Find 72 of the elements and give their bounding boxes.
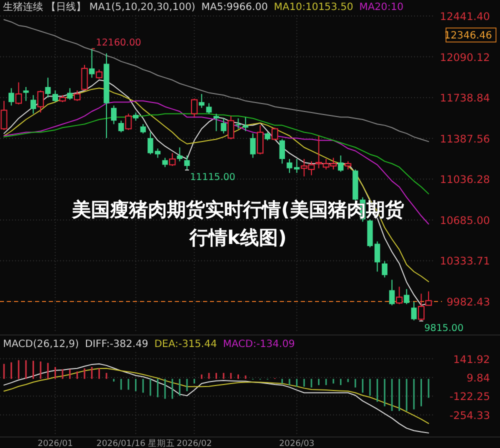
y-tick-label: 12090.12 bbox=[440, 52, 490, 64]
candlestick bbox=[220, 118, 226, 134]
x-tick-label: 2026/01/16 星期五 bbox=[96, 438, 176, 448]
text: DEA:-315.44 bbox=[154, 339, 217, 350]
candlestick bbox=[140, 124, 146, 134]
y-tick-label: 12441.40 bbox=[440, 11, 490, 23]
y-tick-label: -254.33 bbox=[449, 410, 490, 422]
y-tick-label: 10333.71 bbox=[440, 256, 490, 268]
series-label: DIFF:-382.49 bbox=[84, 339, 148, 350]
candlestick bbox=[125, 113, 132, 130]
candlestick bbox=[148, 132, 154, 155]
y-tick-label: -122.25 bbox=[449, 391, 490, 404]
y-tick-label: 11738.84 bbox=[440, 92, 490, 105]
candlestick bbox=[191, 98, 198, 118]
candlestick bbox=[338, 155, 344, 172]
candlestick bbox=[81, 64, 88, 91]
candlestick bbox=[162, 157, 168, 168]
text: MA20:10 bbox=[359, 2, 404, 13]
candlestick bbox=[184, 155, 190, 171]
x-tick-label: 2026/01 bbox=[38, 439, 73, 448]
candlestick bbox=[52, 90, 58, 103]
line-series bbox=[4, 368, 430, 424]
text: MA5:9966.00 bbox=[201, 2, 268, 13]
candlestick bbox=[45, 77, 51, 98]
candlestick bbox=[404, 288, 410, 305]
candlestick bbox=[89, 48, 95, 78]
candlestick bbox=[30, 94, 36, 114]
candlestick bbox=[206, 102, 212, 114]
candlestick bbox=[235, 118, 242, 130]
y-tick-label: 10685.00 bbox=[440, 214, 490, 227]
candlestick bbox=[279, 138, 285, 164]
candlestick bbox=[250, 132, 256, 158]
candlestick bbox=[272, 127, 278, 141]
text: MACD:-134.09 bbox=[222, 339, 295, 350]
candlestick bbox=[15, 82, 22, 105]
text: 12160.00 bbox=[96, 38, 142, 49]
chart-subtitle: 生猪连续 【日线】 MA1(5,10,20,30,100) bbox=[3, 1, 196, 13]
candlestick bbox=[382, 260, 388, 278]
candlestick bbox=[8, 88, 14, 106]
candlestick bbox=[396, 286, 403, 305]
chart-title: MACD(26,12,9) bbox=[3, 339, 80, 350]
text: 9815.00 bbox=[424, 322, 464, 334]
candlestick bbox=[198, 93, 204, 108]
candlestick bbox=[74, 90, 80, 102]
y-tick-label: 11036.28 bbox=[440, 174, 490, 186]
x-tick-label: 2026/03 bbox=[279, 439, 314, 448]
candlestick bbox=[169, 152, 176, 166]
candlestick bbox=[256, 124, 264, 155]
candlestick bbox=[37, 90, 44, 114]
line-series bbox=[4, 100, 430, 225]
candlestick bbox=[213, 113, 220, 132]
candlestick bbox=[0, 100, 8, 130]
candlestick bbox=[389, 279, 395, 306]
text: MA10:10153.50 bbox=[274, 2, 354, 13]
line-series bbox=[4, 363, 430, 434]
candlestick bbox=[96, 69, 102, 80]
candlestick bbox=[118, 120, 124, 133]
candlestick bbox=[176, 146, 182, 162]
candlestick bbox=[411, 301, 417, 321]
candlestick bbox=[67, 88, 73, 100]
line-series bbox=[4, 19, 430, 142]
y-tick-label: 141.92 bbox=[453, 354, 490, 366]
x-tick-label: 2026/02 bbox=[176, 439, 212, 448]
candlestick bbox=[154, 148, 161, 158]
candlestick bbox=[425, 290, 432, 306]
candlestick bbox=[228, 116, 234, 140]
text: 11115.00 bbox=[190, 172, 236, 184]
y-tick-label: 9982.43 bbox=[446, 296, 490, 309]
candlestick bbox=[111, 105, 117, 125]
candlestick bbox=[23, 86, 29, 102]
y-tick-label: 9.84 bbox=[466, 372, 490, 384]
y-tick-label: 11387.56 bbox=[440, 133, 490, 146]
